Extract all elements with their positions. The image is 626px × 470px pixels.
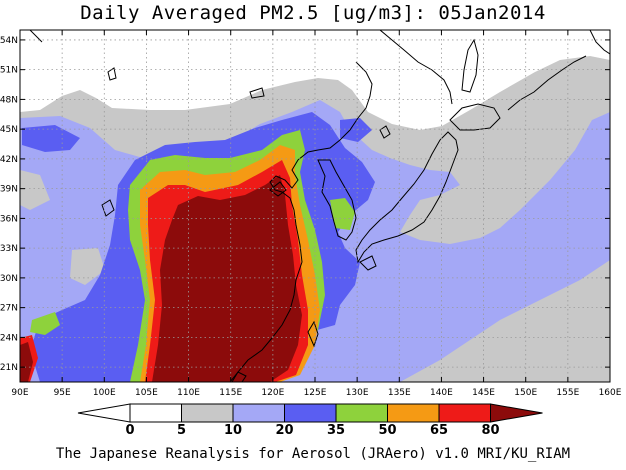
lat-tick-label: 36N [0, 214, 18, 224]
gridlines [20, 30, 610, 382]
colorbar-high-arrow [490, 403, 543, 423]
lat-tick-label: 33N [0, 244, 18, 254]
lat-tick-label: 24N [0, 333, 18, 343]
colorbar: 0 5 10 20 35 50 65 80 [77, 403, 543, 438]
map-title: Daily Averaged PM2.5 [ug/m3]: 05Jan2014 [80, 2, 546, 24]
lon-tick-label: 100E [93, 388, 116, 398]
colorbar-level-label: 10 [224, 423, 242, 438]
colorbar-level-label: 35 [327, 423, 345, 438]
colorbar-segment [232, 403, 285, 423]
colorbar-segment [129, 403, 182, 423]
colorbar-level-label: 50 [378, 423, 396, 438]
lon-tick-label: 135E [388, 388, 411, 398]
lat-tick-label: 39N [0, 185, 18, 195]
colorbar-segment [181, 403, 234, 423]
colorbar-level-label: 0 [125, 423, 134, 438]
lon-tick-label: 115E [219, 388, 242, 398]
lon-tick-label: 145E [472, 388, 495, 398]
colorbar-segment [284, 403, 337, 423]
lon-tick-label: 120E [261, 388, 284, 398]
lat-tick-label: 51N [0, 66, 18, 76]
colorbar-level-label: 65 [430, 423, 448, 438]
colorbar-segment [387, 403, 440, 423]
lat-tick-label: 42N [0, 155, 18, 165]
lat-tick-label: 27N [0, 304, 18, 314]
lon-tick-label: 90E [11, 388, 28, 398]
lon-tick-label: 130E [346, 388, 369, 398]
lon-tick-label: 140E [430, 388, 453, 398]
colorbar-low-arrow [77, 403, 131, 423]
pm25-field [20, 30, 610, 382]
footer-credit: The Japanese Reanalysis for Aerosol (JRA… [55, 446, 571, 462]
lon-tick-label: 105E [135, 388, 158, 398]
level-80-plus [20, 175, 302, 382]
lat-tick-label: 30N [0, 274, 18, 284]
colorbar-level-label: 80 [481, 423, 499, 438]
map-axes: 90E 95E 100E 105E 110E 115E 120E 125E 130E 135E 14… [0, 30, 622, 398]
lon-tick-label: 95E [54, 388, 71, 398]
lon-tick-label: 125E [304, 388, 327, 398]
lon-tick-label: 150E [514, 388, 537, 398]
lon-tick-label: 160E [599, 388, 622, 398]
colorbar-segment [335, 403, 388, 423]
lat-tick-label: 21N [0, 363, 18, 373]
lat-tick-label: 48N [0, 95, 18, 105]
colorbar-level-label: 20 [275, 423, 293, 438]
colorbar-level-label: 5 [177, 423, 186, 438]
colorbar-segment [438, 403, 491, 423]
lat-tick-label: 54N [0, 36, 18, 46]
lat-tick-label: 45N [0, 125, 18, 135]
lon-tick-label: 155E [556, 388, 579, 398]
lon-tick-label: 110E [177, 388, 200, 398]
